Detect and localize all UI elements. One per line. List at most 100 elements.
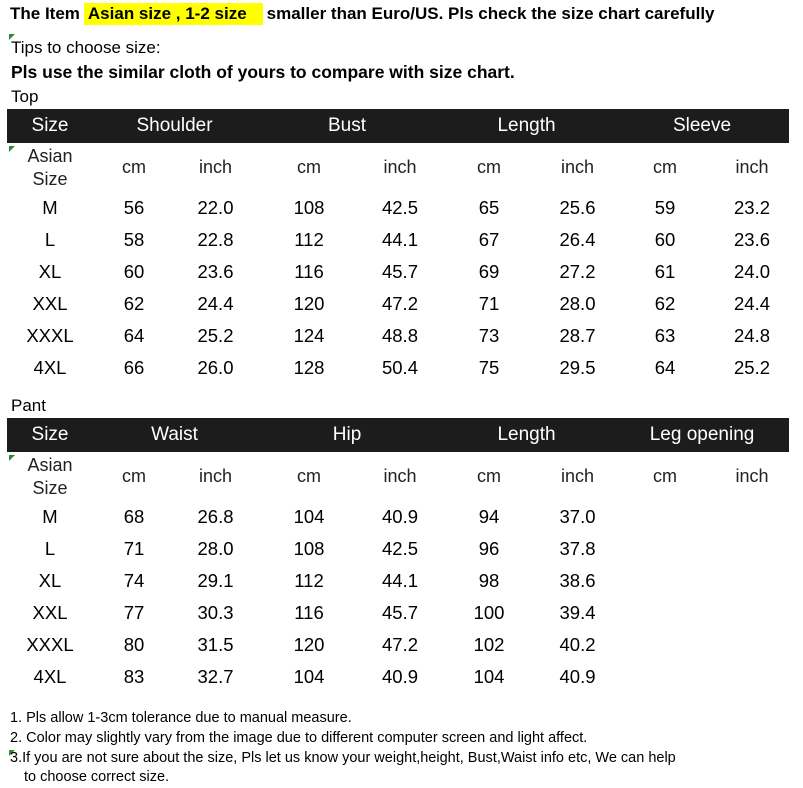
table-row: L 58 22.8 112 44.1 67 26.4 60 23.6	[7, 224, 789, 256]
top-size-table: Size Shoulder Bust Length Sleeve Asian Si…	[7, 109, 790, 384]
table-row: XXL 77 30.3 116 45.7 100 39.4	[7, 597, 789, 629]
value-cell: 28.0	[197, 538, 234, 559]
value-cell: 31.5	[197, 634, 234, 655]
unit-cell: cm	[122, 157, 146, 177]
table-row: M 68 26.8 104 40.9 94 37.0	[7, 501, 789, 533]
value-cell: 112	[294, 570, 324, 591]
notes: 1. Pls allow 1-3cm tolerance due to manu…	[10, 708, 795, 787]
asian-size-label: Asian Size	[7, 452, 93, 501]
unit-cell: inch	[383, 157, 417, 177]
value-cell	[615, 533, 715, 565]
section-label-pant: Pant	[11, 396, 46, 415]
value-cell: 42.5	[381, 197, 418, 218]
value-cell: 112	[294, 229, 324, 250]
value-cell: 59	[654, 197, 676, 218]
value-cell: 73	[478, 325, 500, 346]
value-cell: 26.4	[559, 229, 596, 250]
group-header: Bust	[256, 109, 438, 143]
value-cell: 83	[123, 666, 145, 687]
value-cell	[615, 565, 715, 597]
size-cell: XL	[38, 261, 62, 282]
unit-cell: cm	[653, 157, 677, 177]
value-cell: 128	[293, 357, 325, 378]
value-cell: 116	[294, 261, 324, 282]
value-cell: 26.8	[197, 506, 234, 527]
unit-cell: cm	[297, 466, 322, 486]
value-cell: 71	[478, 293, 500, 314]
value-cell: 47.2	[381, 293, 418, 314]
value-cell: 24.4	[197, 293, 234, 314]
value-cell: 32.7	[197, 666, 234, 687]
table-row: XXXL 80 31.5 120 47.2 102 40.2	[7, 629, 789, 661]
size-cell: XXL	[32, 293, 68, 314]
size-cell: XXXL	[26, 634, 74, 655]
value-cell: 56	[123, 197, 145, 218]
value-cell: 61	[654, 261, 676, 282]
value-cell: 24.4	[734, 293, 771, 314]
value-cell: 62	[654, 293, 676, 314]
group-header: Shoulder	[93, 109, 256, 143]
value-cell: 28.7	[559, 325, 596, 346]
size-cell: L	[44, 229, 56, 250]
headline: The Item Asian size , 1-2 size smaller t…	[10, 2, 715, 26]
headline-highlight: Asian size , 1-2 size	[83, 3, 263, 25]
table-row: 4XL 66 26.0 128 50.4 75 29.5 64 25.2	[7, 352, 789, 384]
unit-cell: cm	[653, 466, 678, 486]
asian-label-line1: Asian	[27, 145, 73, 166]
pant-size-table: Size Waist Hip Length Leg opening Asian S…	[7, 418, 790, 693]
unit-cell: inch	[383, 466, 417, 486]
value-cell: 37.0	[559, 506, 596, 527]
value-cell: 40.9	[382, 506, 419, 527]
headline-prefix: The Item	[10, 4, 80, 23]
size-cell: M	[42, 506, 58, 527]
value-cell: 22.8	[197, 229, 234, 250]
value-cell: 40.9	[382, 666, 419, 687]
asian-label-line1: Asian	[27, 454, 73, 475]
value-cell: 27.2	[559, 261, 596, 282]
table-row: L 71 28.0 108 42.5 96 37.8	[7, 533, 789, 565]
unit-cell: inch	[735, 466, 769, 486]
size-cell: 4XL	[33, 666, 67, 687]
value-cell: 124	[293, 325, 325, 346]
value-cell: 74	[123, 570, 145, 591]
asian-size-label: Asian Size	[7, 143, 93, 192]
value-cell: 23.6	[197, 261, 234, 282]
value-cell: 42.5	[382, 538, 419, 559]
note-3: 3.If you are not sure about the size, Pl…	[10, 750, 676, 766]
group-header: Leg opening	[615, 418, 790, 452]
value-cell: 75	[478, 357, 500, 378]
value-cell	[715, 533, 789, 565]
value-cell: 26.0	[197, 357, 234, 378]
unit-cell: cm	[477, 466, 502, 486]
corner-mark-icon	[9, 750, 15, 756]
table-row: XXL 62 24.4 120 47.2 71 28.0 62 24.4	[7, 288, 789, 320]
asian-label-line2: Size	[32, 477, 68, 498]
value-cell: 30.3	[197, 602, 234, 623]
size-cell: XXXL	[26, 325, 74, 346]
value-cell: 116	[294, 602, 324, 623]
value-cell: 60	[654, 229, 676, 250]
value-cell: 108	[293, 197, 325, 218]
note-3-continued: to choose correct size.	[24, 769, 170, 785]
tips-title: Tips to choose size:	[11, 38, 161, 57]
value-cell: 120	[293, 293, 325, 314]
asian-label-line2: Size	[32, 168, 68, 189]
value-cell: 22.0	[197, 197, 234, 218]
value-cell	[715, 565, 789, 597]
size-cell: XXL	[32, 602, 68, 623]
group-header: Sleeve	[615, 109, 790, 143]
group-header: Waist	[93, 418, 257, 452]
headline-suffix: smaller than Euro/US. Pls check the size…	[266, 4, 715, 23]
group-header: Length	[438, 109, 615, 143]
value-cell	[615, 597, 715, 629]
value-cell: 62	[123, 293, 145, 314]
table-row: M 56 22.0 108 42.5 65 25.6 59 23.2	[7, 192, 789, 224]
value-cell: 48.8	[381, 325, 418, 346]
table-row: XL 74 29.1 112 44.1 98 38.6	[7, 565, 789, 597]
value-cell	[715, 597, 789, 629]
section-label-top: Top	[11, 87, 39, 106]
pant-header-row: Size Waist Hip Length Leg opening	[7, 418, 790, 452]
unit-cell: cm	[297, 157, 321, 177]
pant-unit-row: Asian Size cm inch cm inch cm inch cm inc…	[7, 452, 789, 501]
value-cell: 65	[478, 197, 500, 218]
